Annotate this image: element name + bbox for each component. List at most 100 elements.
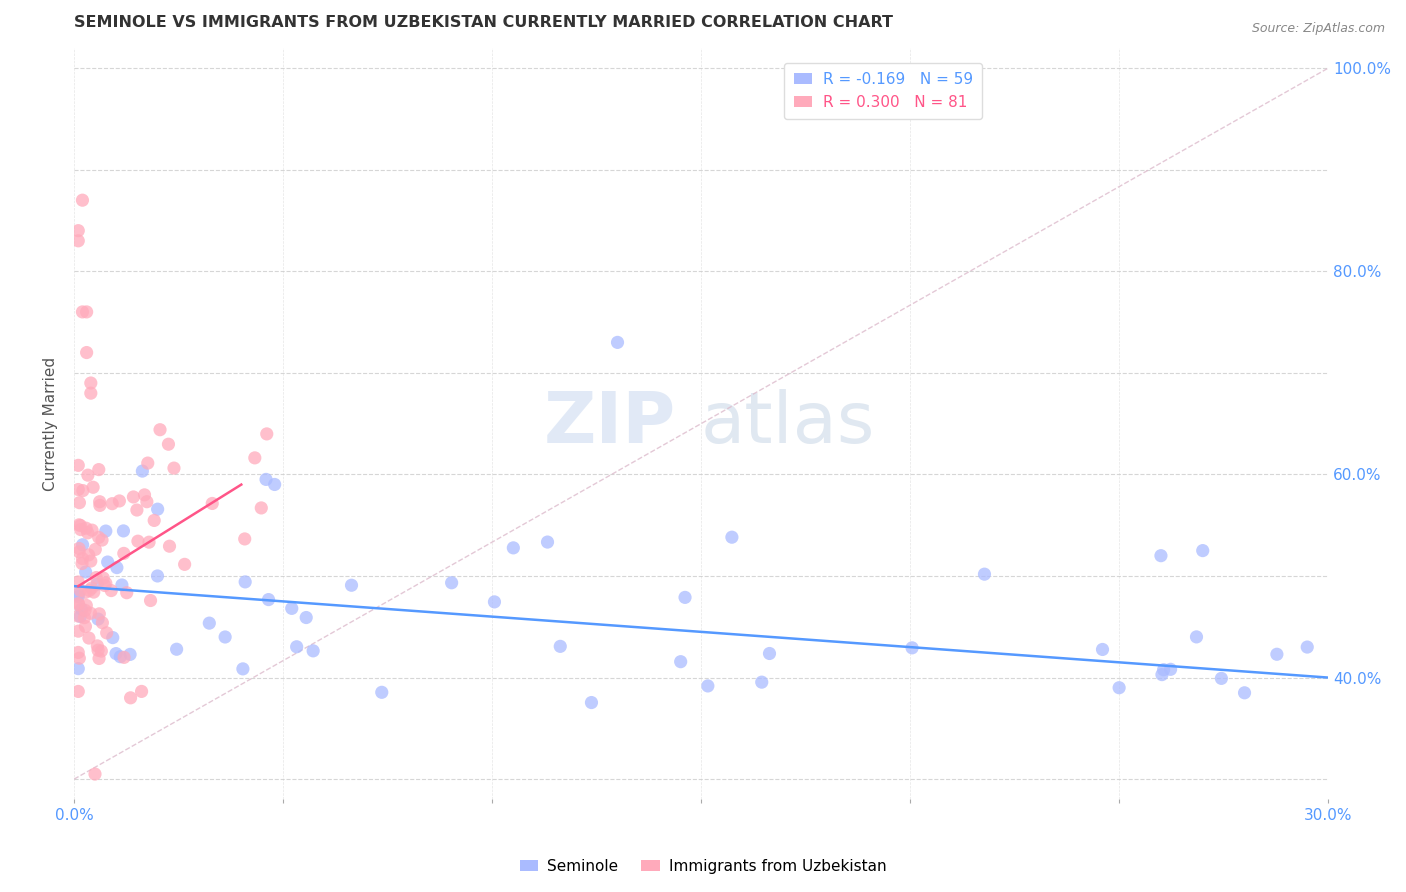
Y-axis label: Currently Married: Currently Married bbox=[44, 357, 58, 491]
Point bbox=[91, 571, 114, 585]
Point bbox=[70, 557, 93, 571]
Point bbox=[67, 587, 90, 601]
Point bbox=[77, 548, 100, 562]
Point bbox=[125, 503, 148, 517]
Point bbox=[67, 234, 90, 248]
Point bbox=[87, 530, 110, 544]
Point bbox=[101, 631, 124, 645]
Point bbox=[86, 639, 108, 653]
Point bbox=[80, 376, 103, 390]
Point bbox=[1108, 681, 1130, 695]
Point bbox=[84, 767, 107, 781]
Point bbox=[67, 224, 90, 238]
Point bbox=[83, 585, 105, 599]
Text: atlas: atlas bbox=[702, 389, 876, 458]
Point bbox=[157, 437, 180, 451]
Point bbox=[87, 651, 110, 665]
Point bbox=[136, 456, 159, 470]
Point bbox=[146, 569, 169, 583]
Point bbox=[76, 305, 98, 319]
Point bbox=[97, 555, 120, 569]
Legend: Seminole, Immigrants from Uzbekistan: Seminole, Immigrants from Uzbekistan bbox=[513, 853, 893, 880]
Point bbox=[76, 525, 98, 540]
Point bbox=[1185, 630, 1208, 644]
Point bbox=[89, 494, 111, 508]
Point bbox=[72, 551, 94, 566]
Text: ZIP: ZIP bbox=[544, 389, 676, 458]
Point bbox=[67, 541, 90, 556]
Point bbox=[263, 477, 285, 491]
Point bbox=[1150, 549, 1173, 563]
Point bbox=[673, 591, 696, 605]
Point bbox=[134, 488, 156, 502]
Point bbox=[91, 615, 114, 630]
Point bbox=[302, 644, 325, 658]
Point bbox=[91, 533, 114, 547]
Point bbox=[502, 541, 524, 555]
Point bbox=[1265, 647, 1288, 661]
Point bbox=[340, 578, 363, 592]
Point bbox=[166, 642, 188, 657]
Point bbox=[233, 574, 256, 589]
Point bbox=[135, 494, 157, 508]
Point bbox=[67, 645, 90, 659]
Point bbox=[149, 423, 172, 437]
Point bbox=[581, 696, 603, 710]
Point bbox=[173, 558, 195, 572]
Point bbox=[131, 464, 153, 478]
Point bbox=[1153, 663, 1175, 677]
Point bbox=[89, 607, 111, 621]
Point bbox=[1191, 543, 1213, 558]
Point bbox=[256, 426, 278, 441]
Point bbox=[751, 675, 773, 690]
Point bbox=[233, 532, 256, 546]
Point bbox=[243, 450, 266, 465]
Point bbox=[163, 461, 186, 475]
Point bbox=[146, 502, 169, 516]
Point bbox=[669, 655, 692, 669]
Point bbox=[1211, 672, 1233, 686]
Point bbox=[75, 521, 97, 535]
Point bbox=[67, 651, 90, 665]
Point bbox=[87, 612, 110, 626]
Point bbox=[110, 649, 132, 664]
Point bbox=[80, 554, 103, 568]
Point bbox=[94, 524, 117, 538]
Point bbox=[108, 494, 131, 508]
Point bbox=[111, 578, 134, 592]
Point bbox=[100, 583, 122, 598]
Point bbox=[79, 583, 101, 598]
Point bbox=[127, 534, 149, 549]
Point bbox=[1091, 642, 1114, 657]
Point bbox=[1150, 667, 1173, 681]
Text: SEMINOLE VS IMMIGRANTS FROM UZBEKISTAN CURRENTLY MARRIED CORRELATION CHART: SEMINOLE VS IMMIGRANTS FROM UZBEKISTAN C… bbox=[75, 15, 893, 30]
Point bbox=[1233, 686, 1256, 700]
Point bbox=[138, 535, 160, 549]
Point bbox=[112, 546, 135, 560]
Point bbox=[67, 545, 90, 559]
Point bbox=[122, 490, 145, 504]
Point bbox=[70, 602, 93, 616]
Point bbox=[90, 644, 112, 658]
Point bbox=[67, 590, 90, 604]
Point bbox=[67, 483, 90, 497]
Point bbox=[69, 609, 91, 624]
Point bbox=[67, 624, 90, 639]
Point bbox=[115, 585, 138, 599]
Point bbox=[67, 684, 90, 698]
Point bbox=[901, 640, 924, 655]
Point bbox=[67, 662, 90, 676]
Point bbox=[198, 616, 221, 631]
Point bbox=[758, 647, 780, 661]
Point bbox=[89, 499, 111, 513]
Point bbox=[82, 480, 104, 494]
Point bbox=[80, 386, 103, 401]
Point bbox=[72, 483, 94, 498]
Point bbox=[112, 524, 135, 538]
Point bbox=[696, 679, 718, 693]
Point bbox=[254, 472, 277, 486]
Point bbox=[159, 539, 181, 553]
Point bbox=[80, 581, 103, 595]
Point bbox=[75, 565, 97, 579]
Point bbox=[139, 593, 162, 607]
